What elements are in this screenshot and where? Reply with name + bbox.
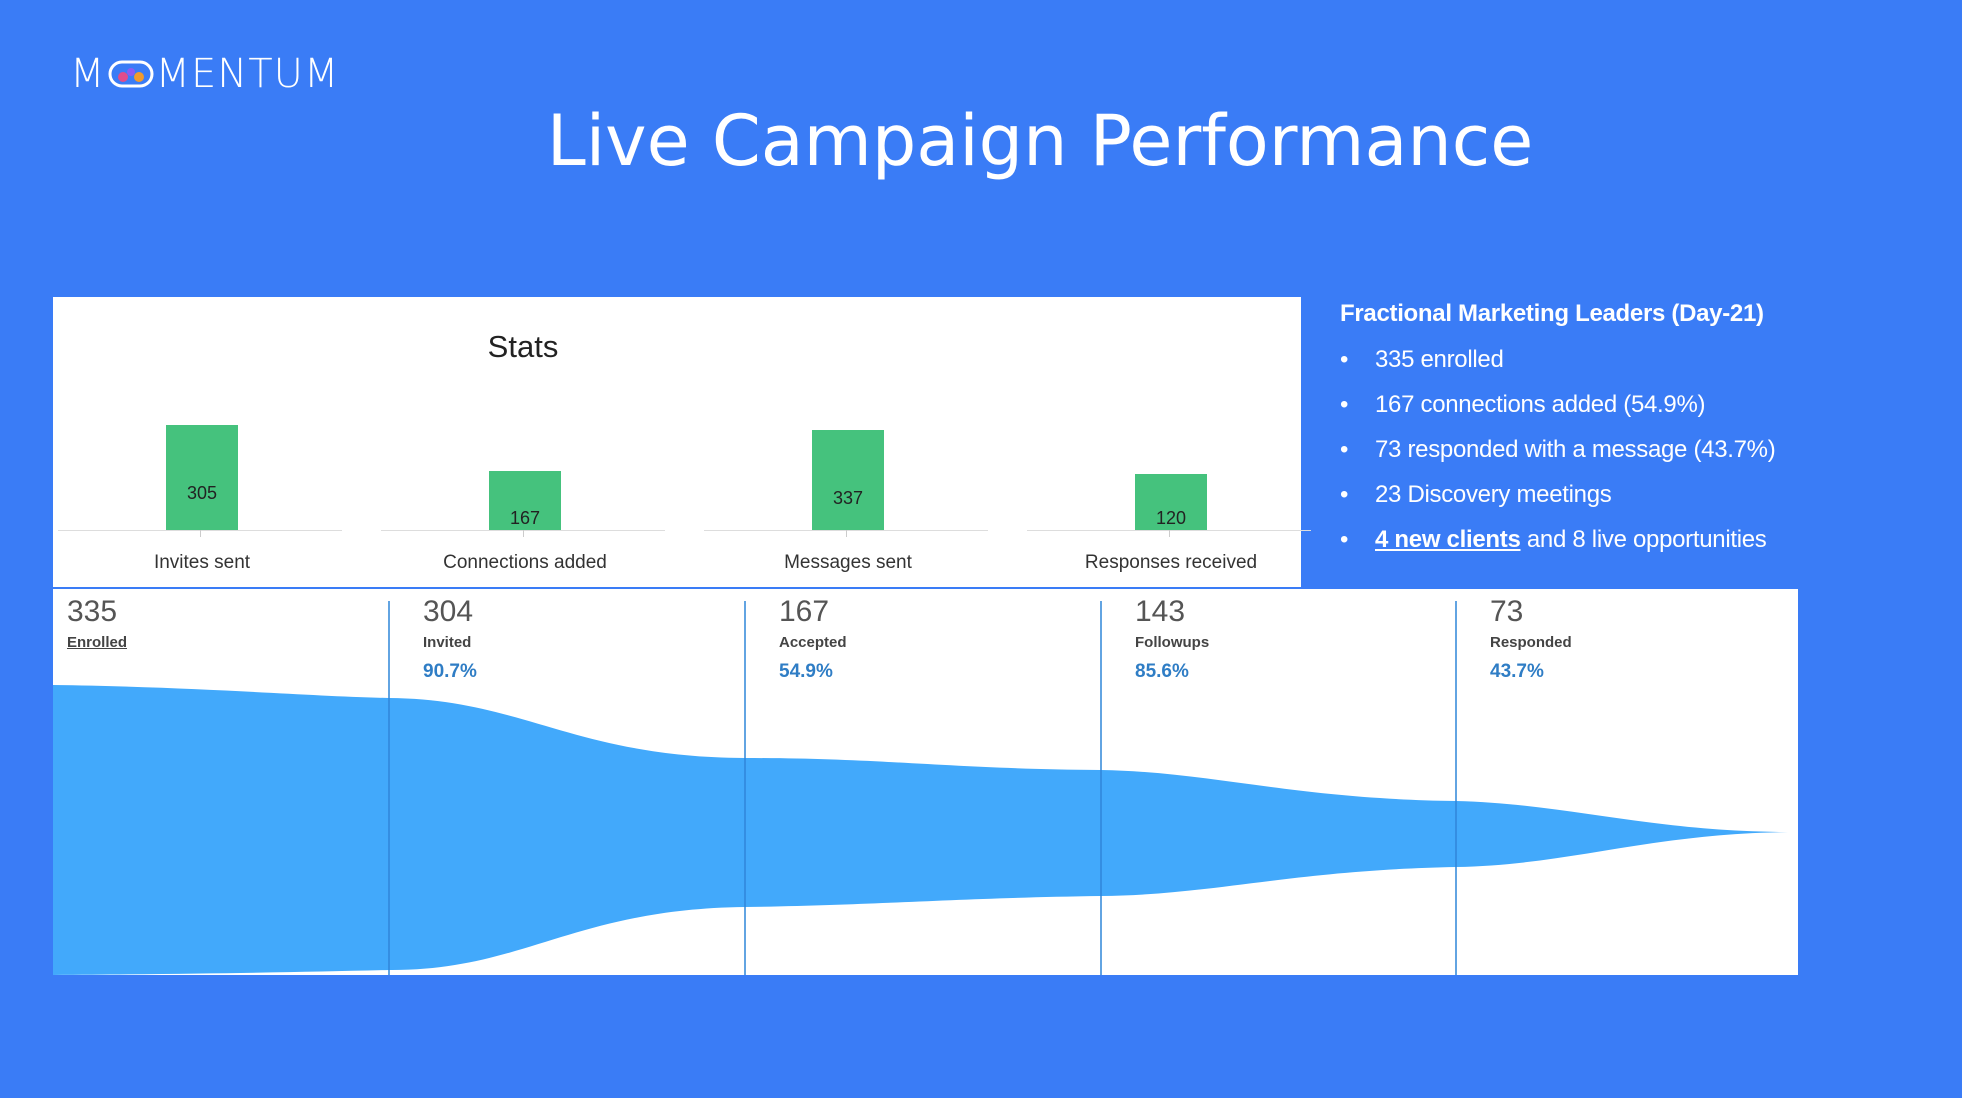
- bar-label-invites-sent: Invites sent: [153, 552, 251, 573]
- summary-item-rest: and 8 live opportunities: [1526, 526, 1767, 553]
- funnel-stage-accepted: 167 Accepted 54.9%: [765, 594, 1119, 683]
- bar-tick: [846, 530, 847, 537]
- campaign-summary: Fractional Marketing Leaders (Day-21) 33…: [1340, 300, 1940, 562]
- bar-messages-sent: [812, 430, 884, 530]
- stage-count: 167: [779, 595, 830, 628]
- bar-label-responses-received: Responses received: [1084, 552, 1258, 573]
- bar-value-invites-sent: 305: [186, 483, 218, 503]
- stage-name-invited: Invited: [423, 634, 472, 651]
- funnel-stage-invited: 304 Invited 90.7%: [409, 594, 763, 683]
- stage-percent: 90.7%: [423, 661, 477, 682]
- momentum-logo: M MENTUM: [70, 50, 339, 98]
- stage-name-responded: Responded: [1490, 634, 1572, 651]
- bar-invites-sent: [166, 425, 238, 530]
- stage-name-followups: Followups: [1135, 634, 1210, 651]
- logo-text-start: M: [70, 51, 106, 97]
- bar-group-messages-sent: 337 Messages sent: [699, 297, 989, 587]
- funnel-stage-enrolled: 335 Enrolled: [53, 594, 407, 652]
- summary-item: 167 connections added (54.9%): [1340, 382, 1940, 427]
- funnel-stage-followups: 143 Followups 85.6%: [1121, 594, 1475, 683]
- bar-label-connections-added: Connections added: [443, 552, 607, 573]
- bar-tick: [523, 530, 524, 537]
- bar-value-responses-received: 120: [1155, 508, 1187, 528]
- funnel-stage-responded: 73 Responded 43.7%: [1476, 594, 1798, 683]
- logo-text-end: MENTUM: [155, 51, 340, 97]
- stage-count: 304: [423, 595, 474, 628]
- summary-item: 335 enrolled: [1340, 337, 1940, 382]
- page-title: Live Campaign Performance: [546, 100, 1534, 182]
- summary-item-clients: 4 new clients and 8 live opportunities: [1340, 517, 1940, 562]
- stage-count: 335: [67, 595, 118, 628]
- funnel-shape: [53, 685, 1798, 975]
- stage-percent: 43.7%: [1490, 661, 1544, 682]
- stage-percent: 85.6%: [1135, 661, 1189, 682]
- new-clients-link[interactable]: 4 new clients: [1375, 526, 1521, 553]
- stage-count: 73: [1490, 595, 1524, 628]
- summary-item: 23 Discovery meetings: [1340, 472, 1940, 517]
- summary-item: 73 responded with a message (43.7%): [1340, 427, 1940, 472]
- logo-icon: [108, 60, 154, 88]
- summary-title: Fractional Marketing Leaders (Day-21): [1340, 300, 1764, 327]
- bar-group-connections-added: 167 Connections added: [376, 297, 666, 587]
- bar-responses-received: [1135, 474, 1207, 530]
- summary-list: 335 enrolled 167 connections added (54.9…: [1340, 337, 1940, 562]
- bar-group-invites-sent: 305 Invites sent: [53, 297, 343, 587]
- stage-name-enrolled[interactable]: Enrolled: [67, 634, 128, 651]
- bar-value-connections-added: 167: [509, 508, 541, 528]
- stage-name-accepted: Accepted: [779, 634, 847, 651]
- bar-connections-added: [489, 471, 561, 530]
- bar-tick: [200, 530, 201, 537]
- stats-title: Stats: [487, 329, 559, 364]
- stats-panel: Stats 305 Invites sent 167 Connections a…: [53, 297, 1311, 587]
- bar-label-messages-sent: Messages sent: [784, 552, 912, 573]
- bar-tick: [1169, 530, 1170, 537]
- bar-group-responses-received: 120 Responses received: [1022, 297, 1312, 587]
- stage-percent: 54.9%: [779, 661, 833, 682]
- funnel-panel: 335 Enrolled 304 Invited 90.7% 167 Accep…: [53, 589, 1798, 975]
- stage-count: 143: [1135, 595, 1186, 628]
- funnel-chart: [53, 601, 1798, 975]
- bar-value-messages-sent: 337: [832, 488, 864, 508]
